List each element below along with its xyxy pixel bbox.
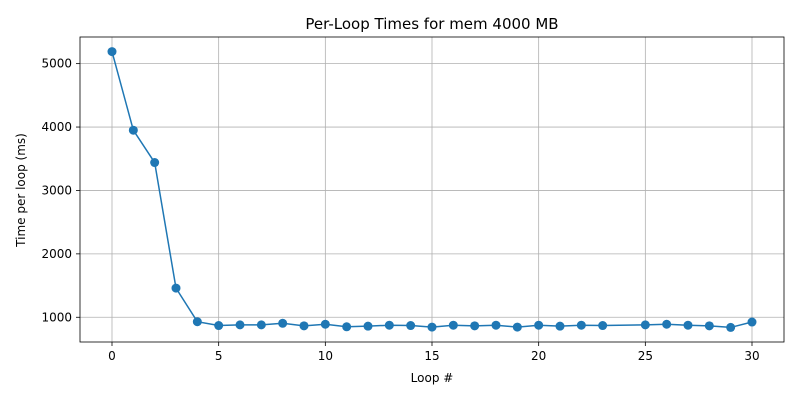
data-point [192, 317, 202, 327]
y-axis-label: Time per loop (ms) [14, 133, 28, 248]
x-axis: 0 5 10 15 20 25 30 [108, 342, 760, 363]
data-point [576, 320, 586, 330]
y-tick-label: 5000 [41, 57, 72, 71]
data-point [555, 321, 565, 331]
data-point [235, 320, 245, 330]
y-axis: 1000 2000 3000 4000 5000 [41, 57, 80, 324]
x-tick-label: 15 [424, 349, 439, 363]
data-point [278, 318, 288, 328]
x-tick-label: 20 [531, 349, 546, 363]
data-point [128, 125, 138, 135]
grid-lines [80, 37, 784, 342]
data-point [704, 321, 714, 331]
data-point [598, 321, 608, 331]
data-point [150, 158, 160, 168]
series-layer [107, 47, 757, 332]
y-tick-label: 3000 [41, 183, 72, 197]
x-tick-label: 10 [318, 349, 333, 363]
chart-title: Per-Loop Times for mem 4000 MB [305, 15, 558, 33]
x-tick-label: 5 [215, 349, 223, 363]
data-point [256, 320, 266, 330]
data-point [534, 320, 544, 330]
x-tick-label: 25 [638, 349, 653, 363]
x-tick-label: 30 [744, 349, 759, 363]
data-point [363, 321, 373, 331]
data-point [342, 322, 352, 332]
data-point [470, 321, 480, 331]
data-point [747, 317, 757, 327]
data-point [640, 320, 650, 330]
x-tick-label: 0 [108, 349, 116, 363]
data-point [726, 322, 736, 332]
data-point [683, 320, 693, 330]
data-point [491, 320, 501, 330]
data-point [384, 320, 394, 330]
data-point [320, 319, 330, 329]
y-tick-label: 4000 [41, 120, 72, 134]
data-point [214, 321, 224, 331]
y-tick-label: 2000 [41, 247, 72, 261]
y-tick-label: 1000 [41, 310, 72, 324]
data-point [406, 321, 416, 331]
data-point [512, 322, 522, 332]
data-point [662, 319, 672, 329]
data-point [299, 321, 309, 331]
data-point [107, 47, 117, 57]
data-point [448, 320, 458, 330]
data-point [171, 283, 181, 293]
x-axis-label: Loop # [411, 371, 454, 385]
data-point [427, 322, 437, 332]
